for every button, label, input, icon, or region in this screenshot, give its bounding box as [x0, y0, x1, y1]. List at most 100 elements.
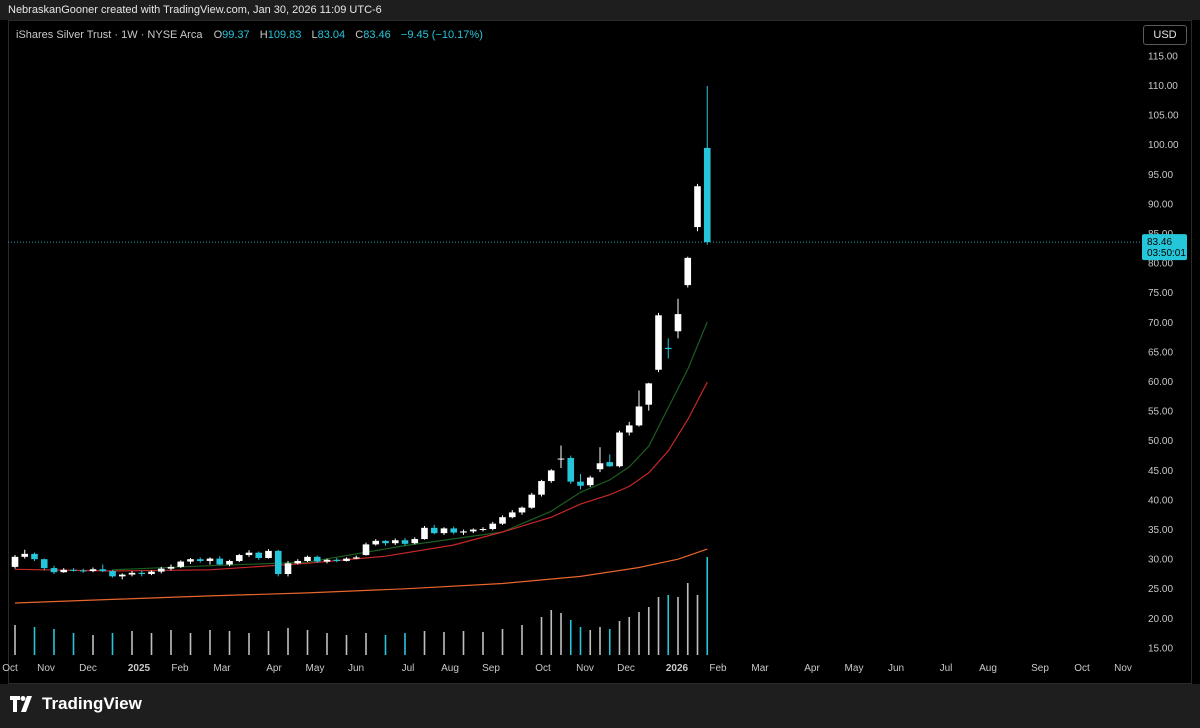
candle-body [304, 556, 311, 561]
x-tick-label: 2026 [666, 663, 689, 674]
candle [440, 527, 448, 535]
candle-body [60, 569, 68, 573]
candle [99, 564, 107, 573]
candle-body [89, 569, 97, 572]
open-label: O [213, 29, 223, 41]
candle-body [21, 553, 29, 557]
candle [245, 550, 253, 557]
candle-body [518, 507, 526, 513]
candle [118, 573, 126, 580]
candle [489, 521, 497, 531]
candle-body [313, 556, 321, 562]
candle-body [70, 569, 77, 571]
candle [343, 557, 350, 562]
candle [265, 549, 272, 559]
y-tick-label: 30.00 [1148, 555, 1173, 566]
candle [148, 570, 155, 576]
candle-body [352, 557, 360, 559]
candle [606, 454, 614, 467]
low-label: L [311, 29, 318, 41]
y-tick-label: 75.00 [1148, 288, 1173, 299]
last-price-value: 83.46 [1147, 237, 1172, 248]
candle [547, 469, 555, 483]
tradingview-logo[interactable]: TradingView [10, 694, 142, 714]
currency-button[interactable]: USD [1143, 25, 1187, 45]
volume-bar [228, 631, 231, 655]
candle-body [674, 314, 682, 332]
volume-bar [14, 625, 16, 655]
candle-body [440, 528, 448, 534]
y-tick-label: 90.00 [1148, 199, 1173, 210]
x-tick-label: Mar [751, 663, 769, 674]
candle-body [508, 512, 516, 518]
candles [11, 86, 711, 580]
candle [304, 555, 311, 563]
y-tick-label: 40.00 [1148, 495, 1173, 506]
candle-body [616, 432, 623, 467]
candle-body [274, 550, 282, 574]
x-tick-label: Oct [2, 663, 18, 674]
candle [352, 555, 360, 560]
candle [128, 571, 136, 577]
candle-body [635, 406, 643, 426]
candle-body [586, 477, 594, 486]
x-tick-label: Dec [617, 663, 635, 674]
candle-body [323, 559, 331, 562]
volume-bar [423, 631, 426, 655]
x-tick-label: 2025 [128, 663, 151, 674]
volume-bar [365, 633, 367, 655]
candle [79, 568, 87, 573]
candle [313, 555, 321, 563]
candle-body [421, 527, 428, 540]
candle [235, 553, 243, 563]
candle-body [489, 523, 497, 529]
candle [206, 557, 214, 565]
candle [187, 558, 194, 564]
candle-body [109, 571, 116, 577]
candle [518, 506, 526, 515]
x-tick-label: Aug [979, 663, 997, 674]
y-tick-label: 95.00 [1148, 170, 1173, 181]
volume-bar [53, 629, 55, 655]
candle-body [606, 462, 614, 467]
candle-body [333, 559, 341, 561]
candle [567, 455, 575, 485]
candle [226, 559, 233, 567]
volume-bar [131, 631, 133, 655]
candle [274, 549, 282, 577]
candle-body [79, 570, 87, 572]
candle [40, 558, 48, 571]
candle-body [577, 481, 584, 486]
x-tick-label: Sep [482, 663, 500, 674]
candle-body [99, 569, 107, 572]
candle-body [157, 568, 165, 572]
x-tick-label: Oct [1074, 663, 1090, 674]
candle [31, 552, 38, 561]
candle [382, 540, 389, 546]
y-tick-label: 65.00 [1148, 347, 1173, 358]
volume-bar [706, 557, 709, 655]
symbol-legend[interactable]: iShares Silver Trust · 1W · NYSE Arca O9… [16, 29, 483, 41]
volume-bar [540, 617, 543, 655]
candle-body [284, 563, 292, 574]
candle [674, 298, 682, 339]
change-value: −9.45 (−10.17%) [400, 29, 483, 41]
candle [694, 183, 701, 232]
candle-body [664, 347, 672, 350]
x-tick-label: Aug [441, 663, 459, 674]
candle-body [216, 558, 224, 565]
x-tick-label: May [845, 663, 864, 674]
candle [508, 510, 516, 519]
x-tick-label: Jun [888, 663, 904, 674]
candle-body [138, 572, 146, 574]
candle-body [596, 463, 604, 470]
y-tick-label: 35.00 [1148, 525, 1173, 536]
x-tick-label: Feb [709, 663, 727, 674]
candle [196, 557, 204, 563]
candle [11, 555, 19, 569]
candle-body [196, 559, 204, 561]
orange-ma-line [14, 548, 708, 604]
candle [469, 528, 477, 534]
green-ma-line [112, 321, 708, 571]
